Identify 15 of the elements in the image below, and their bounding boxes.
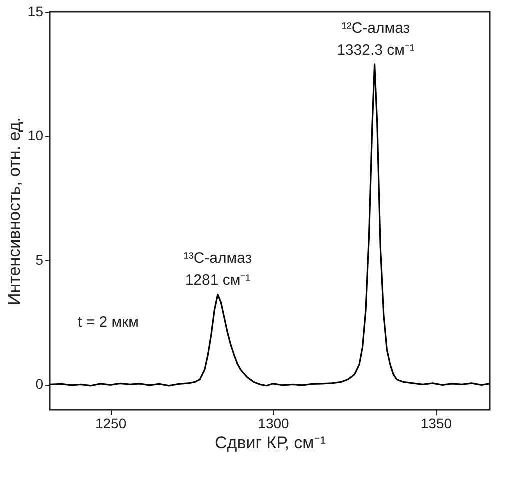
annotation: 1281 см⁻¹ [185,272,251,289]
y-tick-label: 10 [28,128,44,144]
x-tick-label: 1300 [258,416,290,432]
x-tick-label: 1350 [420,416,452,432]
annotation: ¹³C-алмаз [184,250,252,267]
x-axis-title: Сдвиг КР, см⁻¹ [215,434,326,452]
annotation: 1332.3 см⁻¹ [337,42,415,59]
annotation: t = 2 мкм [78,314,139,331]
y-axis-title: Интенсивность, отн. ед. [4,118,24,306]
line-series [50,64,490,387]
y-tick-label: 15 [28,4,44,20]
y-tick-label: 0 [36,376,44,392]
x-tick-label: 1250 [95,416,127,432]
annotation: ¹²C-алмаз [342,20,410,37]
y-tick-label: 5 [36,252,44,268]
